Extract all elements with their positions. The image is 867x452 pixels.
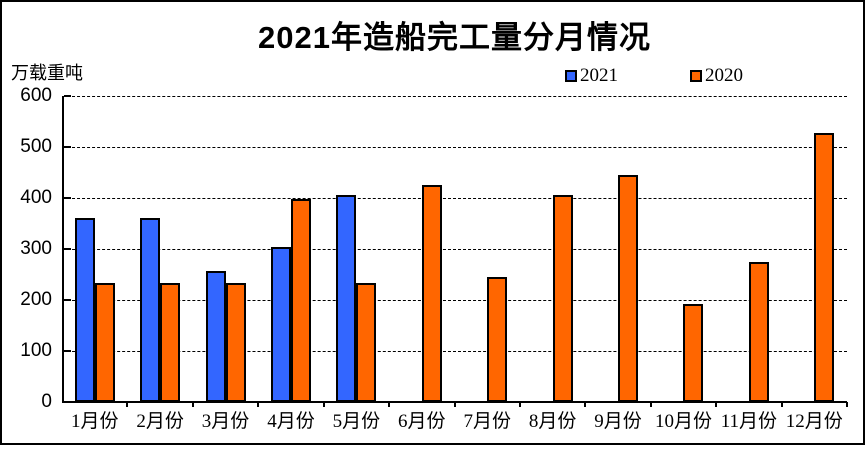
x-tick-11 [780,402,783,407]
bar-2020-5月份 [356,282,377,402]
x-axis-label-8月份: 8月份 [528,411,577,432]
x-tick-12 [846,402,848,407]
legend-swatch-2021-icon [565,70,577,82]
chart-title: 2021年造船完工量分月情况 [258,20,651,55]
x-tick-7 [518,402,521,407]
y-axis-label-100: 100 [20,340,52,361]
x-axis-label-9月份: 9月份 [594,411,642,432]
y-tick-200 [64,299,71,301]
y-axis-label-300: 300 [20,238,52,259]
x-tick-9 [649,402,652,407]
y-tick-600 [64,95,71,97]
x-axis-label-6月份: 6月份 [398,411,446,432]
bar-2020-10月份 [683,303,704,402]
y-axis-label-0: 0 [41,391,52,412]
y-tick-500 [64,146,71,148]
bar-2020-1月份 [94,282,115,402]
x-axis-label-1月份: 1月份 [70,411,119,432]
x-axis-label-10月份: 10月份 [654,411,712,432]
y-axis-unit-label: 万载重吨 [11,63,83,83]
legend-label-2021: 2021 [580,65,618,86]
y-axis-label-400: 400 [20,187,52,208]
bar-2020-8月份 [552,194,573,402]
legend-swatch-2020-icon [690,70,702,82]
x-axis-label-4月份: 4月份 [267,411,315,432]
x-tick-5 [388,402,391,407]
bar-2020-4月份 [290,199,311,402]
legend-label-2020: 2020 [705,65,743,86]
x-axis-label-5月份: 5月份 [332,411,381,432]
y-tick-300 [64,248,71,250]
legend: 2021 2020 [565,65,743,87]
bar-2021-5月份 [336,195,357,402]
gridline-400 [62,198,847,199]
bar-2020-9月份 [618,175,639,402]
x-axis-label-2月份: 2月份 [136,411,184,432]
y-axis-label-200: 200 [20,289,52,310]
bar-2021-2月份 [140,217,161,402]
bar-2020-2月份 [160,282,181,402]
x-tick-10 [715,402,718,407]
y-tick-100 [64,350,71,352]
x-axis-label-3月份: 3月份 [201,411,250,432]
gridline-600 [62,96,847,97]
y-axis-label-500: 500 [20,136,52,157]
bar-2020-12月份 [814,133,835,402]
gridline-500 [62,147,847,148]
bar-2021-1月份 [74,217,95,402]
bar-2020-11月份 [748,261,769,402]
x-tick-3 [257,402,260,407]
x-axis-label-7月份: 7月份 [463,411,511,432]
x-axis-label-12月份: 12月份 [785,411,843,432]
legend-item-2021: 2021 [565,65,618,87]
x-tick-6 [453,402,456,407]
gridline-300 [62,249,847,250]
x-tick-1 [126,402,129,407]
bar-2020-3月份 [225,282,246,402]
bar-2021-3月份 [205,271,226,402]
x-axis-label-11月份: 11月份 [720,411,777,432]
y-axis-label-600: 600 [20,85,52,106]
gridline-100 [62,351,847,352]
x-tick-4 [322,402,325,407]
legend-item-2020: 2020 [690,65,743,87]
bar-2020-7月份 [487,277,508,402]
bar-2020-6月份 [421,184,442,402]
plot-area [62,95,848,407]
gridline-200 [62,300,847,301]
y-tick-400 [64,197,71,199]
x-tick-8 [584,402,587,407]
bar-2021-4月份 [270,247,291,402]
x-tick-2 [191,402,194,407]
